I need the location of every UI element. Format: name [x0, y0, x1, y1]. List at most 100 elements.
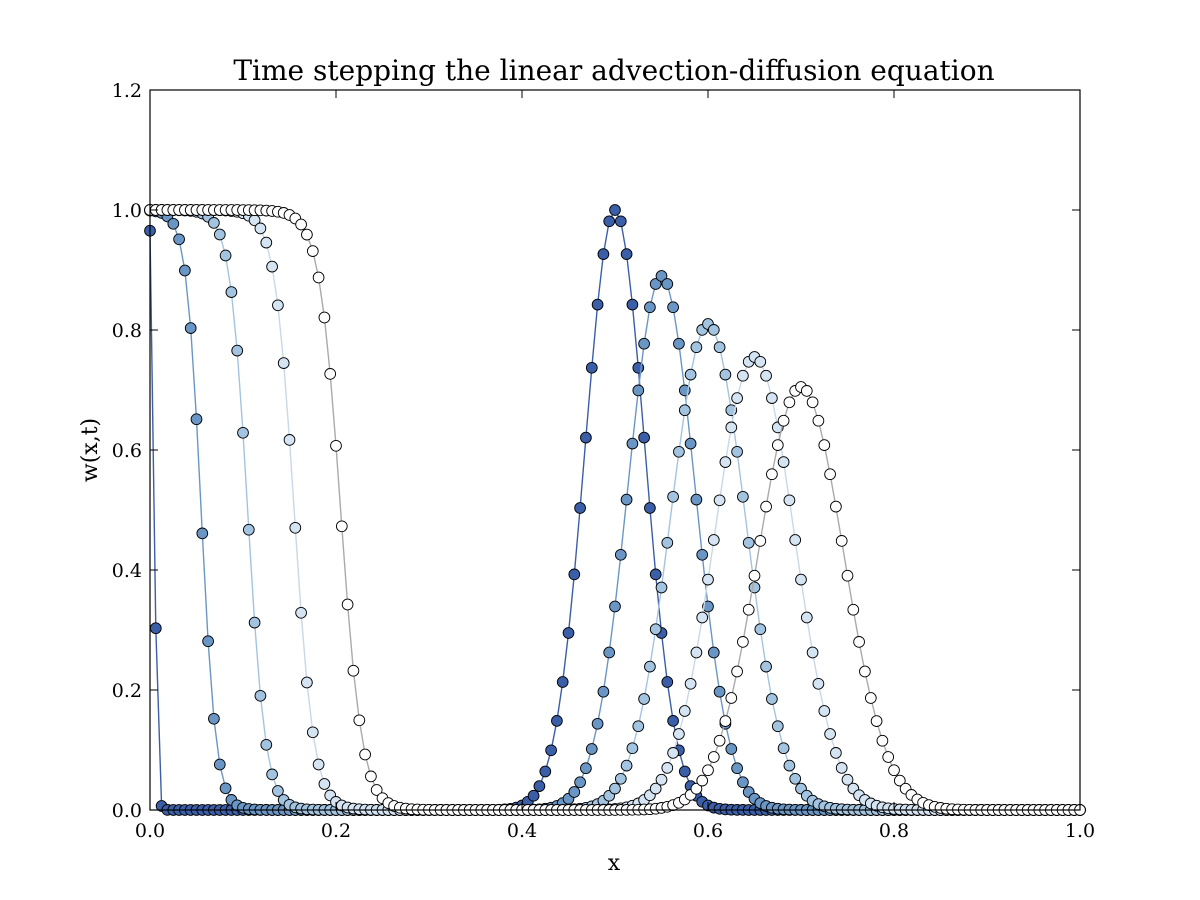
series-3-point: [219, 249, 232, 262]
series-3-point: [632, 720, 645, 733]
series-2-point: [737, 776, 749, 789]
series-5-point: [324, 368, 337, 380]
series-3-point: [754, 623, 767, 636]
series-3-point: [678, 404, 691, 417]
series-4-point: [684, 677, 697, 690]
x-tick-label: 0.6: [693, 820, 723, 842]
series-5-point: [702, 764, 714, 777]
series-3-point: [760, 660, 772, 673]
series-2: [144, 204, 1086, 816]
series-4-point: [260, 236, 273, 249]
series-1-point: [551, 715, 563, 727]
series-4-point: [690, 646, 703, 659]
series-3-point: [737, 490, 749, 503]
series-3-point: [673, 445, 685, 458]
series-5-point: [870, 715, 883, 727]
series-2-point: [196, 527, 209, 540]
series-5-point: [818, 439, 831, 451]
series-3-point: [266, 768, 278, 781]
series-2-point: [655, 270, 668, 282]
series-1: [144, 204, 1086, 816]
series-2-point: [649, 278, 662, 290]
series-4-point: [318, 778, 331, 790]
series-4-point: [800, 611, 813, 624]
series-4-point: [295, 606, 307, 619]
series-2-point: [208, 712, 220, 725]
series-4-point: [312, 758, 325, 771]
series-5-point: [754, 535, 767, 547]
series-1-point: [667, 715, 679, 727]
series-2-point: [632, 384, 645, 397]
series-1-point: [644, 502, 656, 514]
series-1-point: [562, 627, 575, 639]
series-4-point: [824, 728, 836, 740]
series-4-point: [835, 762, 848, 774]
series-1-point: [609, 204, 621, 216]
series-5-point: [771, 439, 784, 451]
series-4-point: [713, 494, 726, 507]
series-4-point: [283, 434, 296, 446]
series-3-point: [649, 623, 662, 636]
series-2-point: [213, 758, 226, 771]
series-1-line: [149, 208, 1080, 811]
series-2-point: [190, 413, 203, 426]
series-4-point: [702, 573, 714, 586]
y-tick-label: 0.0: [112, 800, 142, 822]
series-4-point: [272, 299, 284, 312]
series-3-point: [213, 228, 226, 241]
series-3-point: [620, 759, 633, 772]
series-5-point: [318, 311, 331, 324]
y-tick-label: 0.4: [112, 560, 142, 582]
series-3-point: [748, 581, 761, 594]
series-3-point: [661, 536, 674, 549]
series-3-point: [272, 785, 284, 797]
series-5-point: [800, 385, 813, 397]
series-1-point: [568, 568, 581, 581]
series-4-line: [150, 209, 1080, 811]
series-4-point: [266, 260, 278, 273]
series-4-point: [306, 726, 319, 739]
y-tick-label: 0.2: [112, 680, 142, 702]
series-2-point: [667, 301, 679, 314]
series-4-point: [760, 369, 772, 382]
series-4-point: [783, 494, 796, 507]
series-4-point: [812, 677, 825, 690]
series-5-point: [347, 664, 360, 677]
series-3-point: [260, 738, 273, 751]
series-1-point: [661, 676, 674, 688]
series-1-point: [678, 765, 691, 778]
series-3-point: [771, 720, 784, 733]
series-layer: [144, 204, 1086, 816]
series-3-point: [242, 523, 255, 536]
series-1-point: [574, 502, 586, 514]
x-axis-label: x: [608, 851, 621, 876]
series-4-point: [818, 705, 831, 717]
y-tick-label: 0.6: [112, 440, 142, 462]
series-2-point: [725, 743, 738, 755]
series-1-point: [638, 431, 650, 444]
series-4-point: [649, 782, 662, 795]
series-5-point: [766, 468, 778, 481]
series-1-point: [585, 361, 598, 374]
series-4-point: [673, 728, 685, 740]
x-tick-label: 0.0: [135, 820, 165, 842]
series-4-point: [277, 357, 290, 369]
series-1-point: [580, 431, 592, 444]
series-3-point: [766, 693, 778, 705]
series-2-point: [574, 776, 586, 789]
series-4-point: [655, 773, 668, 786]
series-4-point: [725, 421, 738, 434]
series-3-point: [783, 759, 796, 772]
series-1-point: [556, 676, 569, 688]
series-2-point: [696, 548, 709, 561]
series-5-point: [365, 770, 377, 783]
x-tick-label: 0.8: [879, 820, 909, 842]
series-5-point: [760, 500, 772, 513]
series-5-point: [853, 636, 865, 648]
series-3-point: [208, 217, 220, 229]
series-2-point: [620, 493, 633, 506]
series-1-point: [539, 765, 552, 778]
y-axis-label: w(x,t): [78, 418, 103, 482]
y-tick-label: 0.8: [112, 320, 142, 342]
